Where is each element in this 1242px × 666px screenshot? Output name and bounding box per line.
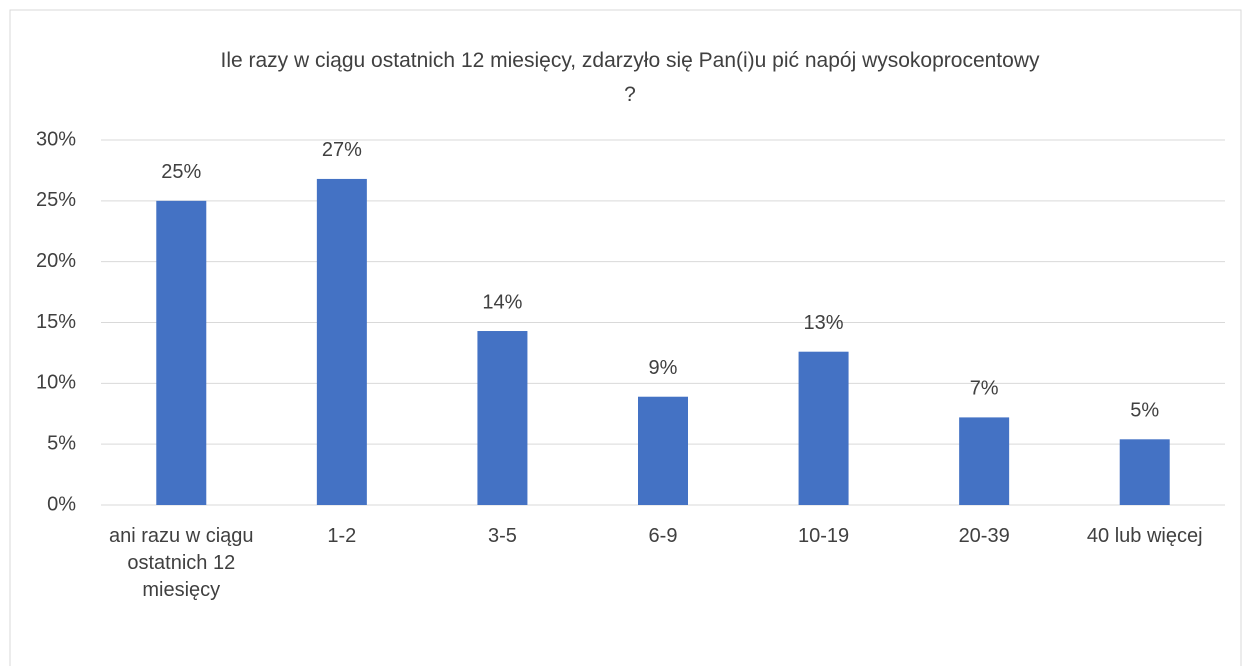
data-label: 27% [322,139,362,161]
bar [477,331,528,505]
x-tick-label: 10-19 [797,525,850,547]
y-tick-label: 5% [47,432,76,454]
y-tick-label: 10% [36,372,76,394]
bar [1119,439,1170,505]
bar [798,351,849,505]
data-label: 25% [161,161,201,183]
x-tick-label: 3-5 [487,525,517,547]
y-tick-label: 30% [36,128,76,150]
x-tick-label: 1-2 [327,525,357,547]
bar [156,200,207,506]
chart-title: Ile razy w ciągu ostatnich 12 miesięcy, … [220,49,1040,106]
bar [959,417,1010,505]
x-tick-label: 20-39 [958,525,1010,547]
y-tick-label: 0% [47,493,76,515]
y-tick-label: 20% [36,250,76,272]
y-tick-label: 15% [36,311,76,333]
bar [638,396,688,505]
data-label: 14% [482,291,522,313]
data-label: 5% [1130,400,1159,422]
y-tick-label: 25% [36,189,76,211]
bar [316,178,367,505]
data-label: 7% [970,378,999,400]
x-tick-label: 40 lub więcej [1086,525,1203,547]
x-tick-label: 6-9 [648,525,678,547]
x-tick-label: ani razu w ciągu ostatnich 12 miesięcy [109,525,254,601]
data-label: 9% [649,357,678,379]
chart-border [9,9,1242,666]
data-label: 13% [804,312,844,334]
